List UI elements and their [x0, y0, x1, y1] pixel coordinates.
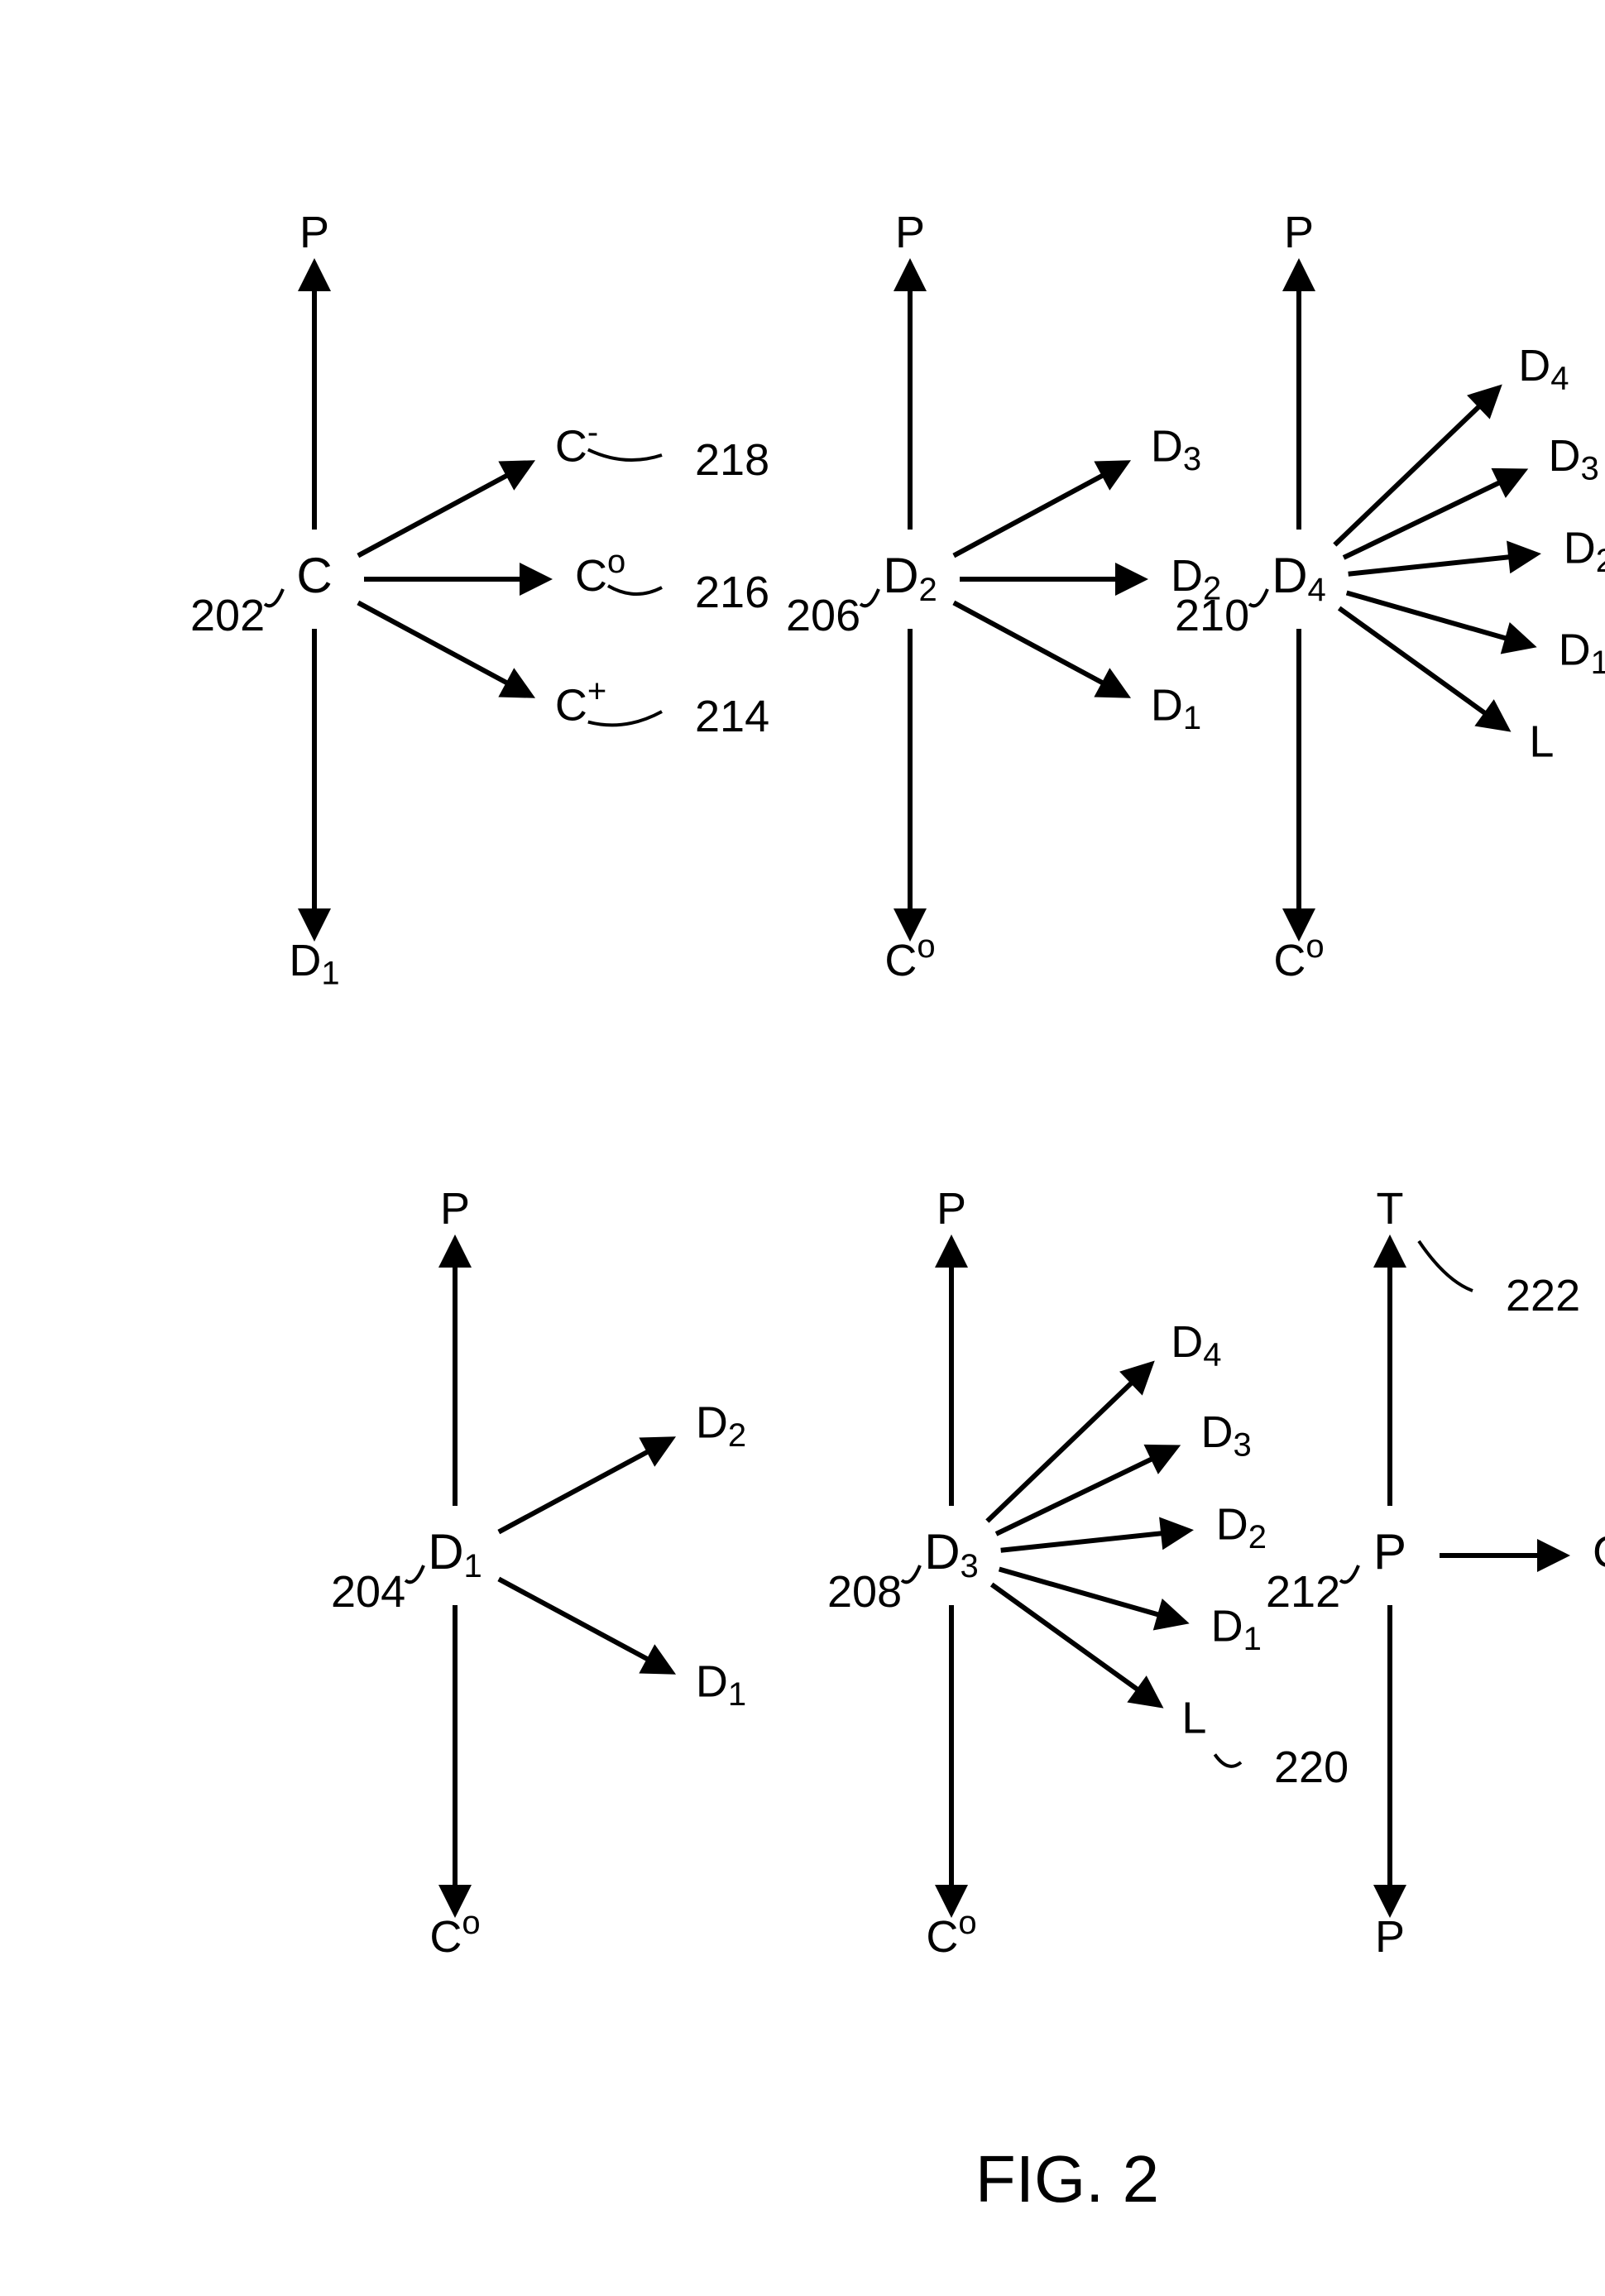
center-D2: D2 — [883, 548, 937, 608]
label-D3-up: P — [937, 1184, 966, 1234]
label-D3-fan4: L — [1181, 1694, 1206, 1743]
center-D4: D4 — [1272, 548, 1326, 608]
label-D4-down: Co — [1273, 928, 1324, 986]
ref-204: 204 — [331, 1567, 405, 1617]
arrow-D3-fan1 — [996, 1448, 1175, 1534]
ref-220: 220 — [1274, 1742, 1349, 1792]
ref-lead — [1340, 1565, 1358, 1582]
arrow-C-fan0 — [358, 463, 529, 556]
diagram-canvas: C 202 P D1 C- 218 Co 216 C+ 214 D2 206 P Co D3 D2 D1 D4 21… — [0, 0, 1605, 2296]
figure-label: FIG. 2 — [975, 2142, 1159, 2216]
label-D1-down: Co — [429, 1905, 480, 1963]
label-D1-fan1: D1 — [696, 1657, 746, 1713]
arrow-D3-fan3 — [999, 1569, 1183, 1622]
ref-lead — [588, 449, 662, 460]
label-D2-down: Co — [884, 928, 935, 986]
ref-lead — [608, 586, 662, 594]
ref-lead — [265, 589, 283, 606]
label-C-up: P — [299, 208, 329, 257]
center-Pnode: P — [1373, 1524, 1406, 1579]
ref-lead — [860, 589, 879, 606]
ref-lead — [1249, 589, 1267, 606]
center-D1: D1 — [428, 1524, 482, 1584]
label-D4-fan2: D2 — [1564, 524, 1605, 579]
ref-212: 212 — [1266, 1567, 1340, 1617]
label-D1-up: P — [440, 1184, 470, 1234]
arrow-D1-fan0 — [499, 1440, 670, 1532]
label-D3-fan3: D1 — [1211, 1602, 1262, 1657]
ref-208: 208 — [827, 1567, 902, 1617]
label-D4-fan0: D4 — [1518, 341, 1569, 396]
label-C-fan0: C- — [555, 414, 598, 472]
label-C-down: D1 — [289, 936, 339, 991]
label-D2-fan0: D3 — [1151, 422, 1201, 477]
label-D1-fan0: D2 — [696, 1398, 746, 1454]
ref-202: 202 — [190, 591, 265, 640]
arrow-D2-fan0 — [954, 463, 1125, 556]
arrow-D3-fan4 — [992, 1584, 1158, 1704]
label-D4-fan3: D1 — [1559, 626, 1605, 681]
center-C: C — [296, 548, 332, 603]
label-C-fan2: C+ — [555, 673, 606, 731]
label-D4-up: P — [1284, 208, 1314, 257]
arrow-D2-fan2 — [954, 602, 1125, 695]
ref-218: 218 — [695, 435, 769, 485]
arrow-D3-fan2 — [1001, 1531, 1187, 1551]
label-D2-fan2: D1 — [1151, 681, 1201, 736]
label-D3-down: Co — [926, 1905, 976, 1963]
arrow-D4-fan2 — [1349, 554, 1535, 574]
arrow-C-fan2 — [358, 602, 529, 695]
ref-lead — [405, 1565, 424, 1582]
label-D3-fan1: D3 — [1201, 1407, 1252, 1463]
ref-lead — [902, 1565, 920, 1582]
arrow-D4-fan1 — [1344, 472, 1522, 558]
label-Pnode-down: P — [1375, 1912, 1405, 1962]
arrow-D4-fan3 — [1347, 592, 1531, 645]
arrow-D1-fan1 — [499, 1579, 670, 1671]
arrow-D4-fan4 — [1339, 608, 1506, 728]
ref-lead — [1419, 1241, 1473, 1291]
label-D2-up: P — [895, 208, 925, 257]
ref-222: 222 — [1506, 1271, 1580, 1321]
ref-216: 216 — [695, 568, 769, 617]
ref-206: 206 — [786, 591, 860, 640]
label-D4-fan1: D3 — [1549, 431, 1599, 487]
label-Pnode-right: C+ — [1593, 1520, 1605, 1578]
label-D4-fan4: L — [1529, 717, 1554, 767]
ref-214: 214 — [695, 692, 769, 741]
label-D3-fan0: D4 — [1171, 1317, 1221, 1373]
ref-lead — [588, 712, 662, 725]
ref-210: 210 — [1175, 591, 1249, 640]
label-D3-fan2: D2 — [1216, 1500, 1267, 1555]
center-D3: D3 — [924, 1524, 979, 1584]
ref-lead — [1215, 1754, 1241, 1766]
label-Pnode-up: T — [1377, 1184, 1404, 1234]
